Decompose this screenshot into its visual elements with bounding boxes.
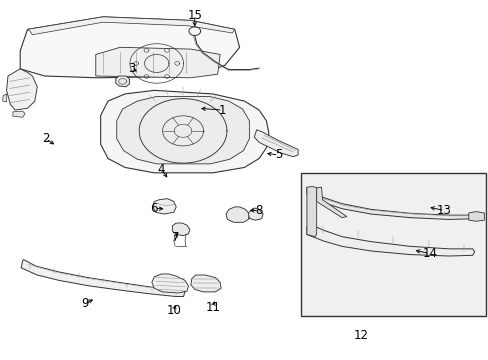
Polygon shape	[116, 76, 129, 87]
Polygon shape	[306, 187, 474, 220]
Text: 6: 6	[150, 202, 158, 215]
Text: 9: 9	[81, 297, 88, 310]
Polygon shape	[117, 96, 249, 164]
Text: 12: 12	[353, 329, 368, 342]
Text: 11: 11	[205, 301, 220, 314]
Bar	[300, 173, 485, 316]
Polygon shape	[101, 90, 268, 173]
Text: 15: 15	[187, 9, 202, 22]
Polygon shape	[306, 224, 474, 256]
Text: 3: 3	[127, 62, 135, 75]
Polygon shape	[254, 130, 298, 157]
Polygon shape	[316, 187, 346, 218]
Text: 14: 14	[422, 247, 436, 260]
Text: 4: 4	[158, 163, 165, 176]
Polygon shape	[96, 47, 220, 78]
Polygon shape	[468, 212, 484, 221]
Polygon shape	[248, 208, 263, 220]
Polygon shape	[190, 275, 221, 292]
Text: 1: 1	[218, 104, 226, 117]
Text: 10: 10	[166, 305, 181, 318]
Polygon shape	[152, 274, 188, 293]
Polygon shape	[27, 17, 234, 35]
Text: 13: 13	[436, 204, 451, 217]
Polygon shape	[13, 111, 25, 117]
Polygon shape	[6, 69, 37, 110]
Text: 5: 5	[274, 148, 282, 161]
Text: 2: 2	[41, 132, 49, 145]
Text: 7: 7	[171, 231, 179, 244]
Polygon shape	[21, 260, 184, 297]
Polygon shape	[153, 199, 176, 214]
Text: 8: 8	[255, 204, 262, 217]
Polygon shape	[2, 94, 6, 102]
Polygon shape	[172, 223, 189, 235]
Polygon shape	[306, 186, 316, 237]
Polygon shape	[20, 17, 239, 78]
Polygon shape	[225, 207, 249, 222]
